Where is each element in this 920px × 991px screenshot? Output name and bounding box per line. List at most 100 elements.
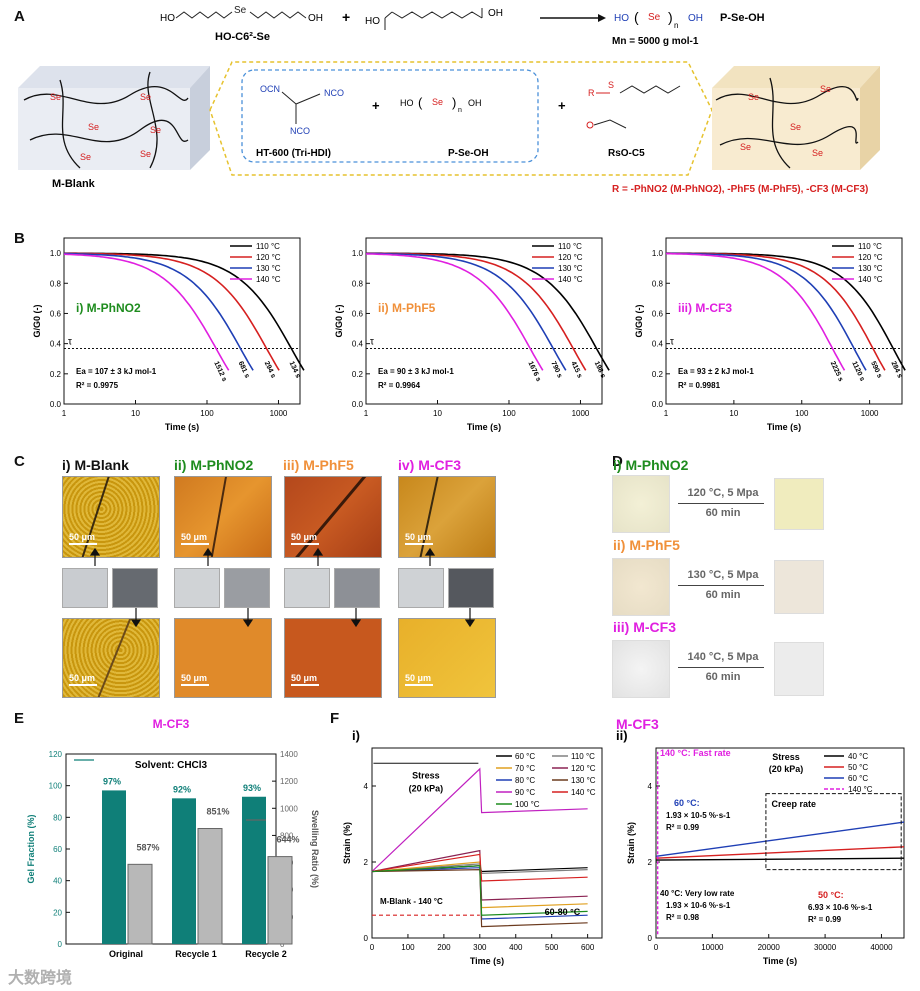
plus-sign-3: +: [558, 98, 566, 113]
stress-label: Stress: [772, 752, 800, 762]
y-tick-label: 1.0: [652, 249, 664, 258]
y-tick-label: 4: [648, 782, 653, 791]
tau-label: τ: [68, 336, 72, 347]
x-tick-label: 30000: [814, 943, 837, 952]
legend-label: 90 °C: [515, 788, 535, 797]
svg-text:OCN: OCN: [260, 84, 280, 94]
svg-text:Se: Se: [88, 122, 99, 132]
svg-text:Se: Se: [748, 92, 759, 102]
swelling-ratio-bar: [267, 856, 293, 945]
arrow-phno2: [678, 503, 764, 504]
panel-f-title: M-CF3: [616, 716, 659, 732]
y-axis-label: G/G0 (-): [634, 304, 644, 337]
pseoh-structure: HO ( Se ) n OH: [400, 95, 482, 114]
rso-label: RsO-C5: [608, 148, 645, 159]
legend-label: 120 °C: [571, 764, 596, 773]
scale-bar: 50 μm: [181, 673, 209, 686]
rate-50-title: 50 °C:: [818, 890, 844, 900]
micrograph-blank-before: 50 μm: [62, 476, 160, 558]
y-tick-label: 0.8: [50, 279, 62, 288]
r2-label: R² = 0.9981: [678, 381, 721, 390]
x-axis-label: Time (s): [165, 422, 199, 432]
gel-fraction-value: 93%: [243, 783, 261, 793]
gel-fraction-value: 92%: [173, 784, 191, 794]
strain-curve: [371, 853, 588, 882]
category-label: Recycle 2: [245, 949, 287, 959]
x-tick-label: 100: [200, 409, 214, 418]
micrograph-cf3-before: 50 μm: [398, 476, 496, 558]
svg-text:OH: OH: [688, 13, 703, 24]
x-tick-label: 1000: [270, 409, 288, 418]
y-tick-label: 0.8: [352, 279, 364, 288]
stress-label: Stress: [412, 770, 440, 780]
x-tick-label: 1: [62, 409, 67, 418]
legend-label: 140 °C: [256, 275, 281, 284]
y-axis-label-right: Swelling Ratio (%): [310, 810, 320, 888]
svg-text:HO: HO: [160, 13, 175, 24]
x-tick-label: 10: [433, 409, 442, 418]
product-cube: Se Se Se Se Se: [712, 66, 880, 170]
x-tick-label: 0: [654, 943, 659, 952]
micrograph-cf3-after: 50 μm: [398, 618, 496, 698]
rate-60-r2: R² = 0.99: [666, 823, 700, 832]
micrograph-phno2-before: 50 μm: [174, 476, 272, 558]
legend-label: 60 °C: [848, 774, 868, 783]
y-tick-label: 0.2: [352, 370, 364, 379]
svg-text:(: (: [634, 9, 639, 25]
panel-f-letter: F: [330, 710, 340, 727]
swelling-ratio-bar: [197, 828, 223, 945]
y-tick-label-left: 80: [53, 813, 62, 822]
gel-fraction-bar: [172, 798, 196, 944]
x-tick-label: 400: [509, 943, 523, 952]
y-tick-label-right: 1200: [280, 777, 298, 786]
y-tick-label: 0.6: [652, 309, 664, 318]
y-tick-label-left: 60: [53, 845, 62, 854]
y-tick-label: 0: [364, 934, 369, 943]
svg-text:Se: Se: [80, 152, 91, 162]
swelling-ratio-value: 851%: [206, 807, 229, 817]
plus-sign-1: +: [342, 9, 350, 25]
scale-bar: 50 μm: [405, 532, 433, 545]
relaxation-curve-2: [366, 252, 567, 371]
legend-label: 110 °C: [558, 242, 582, 251]
plot-frame: [371, 747, 603, 939]
y-tick-label: 0.6: [50, 309, 62, 318]
x-tick-label: 0: [370, 943, 375, 952]
m-blank-cube: Se Se Se Se Se Se: [18, 66, 210, 170]
scale-bar: 50 μm: [291, 673, 319, 686]
chip-cf3-1: [398, 568, 444, 608]
y-axis-label: G/G0 (-): [334, 304, 344, 337]
gel-fraction-bar: [242, 796, 266, 944]
svg-text:NCO: NCO: [324, 88, 344, 98]
ea-label: Ea = 93 ± 2 kJ mol-1: [678, 367, 754, 376]
category-label: Original: [109, 949, 143, 959]
legend-label: 140 °C: [858, 275, 883, 284]
arrow-phf5: [678, 585, 764, 586]
panel-c-letter: C: [14, 453, 25, 470]
legend-label: 60 °C: [515, 752, 535, 761]
y-axis-label: G/G0 (-): [32, 304, 42, 337]
subpanel-label: ii): [616, 730, 628, 743]
fast-rate-label: 140 °C: Fast rate: [660, 748, 731, 758]
stress-value: (20 kPa): [409, 784, 444, 794]
y-tick-label: 0.4: [352, 340, 364, 349]
svg-text:n: n: [674, 21, 678, 30]
y-tick-label: 0.0: [50, 400, 62, 409]
svg-text:OH: OH: [488, 8, 503, 19]
time-phno2: 60 min: [705, 507, 741, 519]
sebacic-acid-structure: HO OH: [365, 8, 503, 30]
r2-label: R² = 0.9964: [378, 381, 421, 390]
relaxation-curve-1: [64, 252, 280, 371]
svg-text:Se: Se: [150, 125, 161, 135]
x-tick-label: 100: [401, 943, 415, 952]
legend-label: 70 °C: [515, 764, 535, 773]
relaxation-curve-3: [366, 253, 544, 371]
plot-frame: [365, 237, 603, 405]
reactant-1-structure: HO Se OH: [160, 5, 323, 24]
micrograph-phno2-after: 50 μm: [174, 618, 272, 698]
svg-text:OH: OH: [468, 98, 482, 108]
x-tick-label: 100: [502, 409, 516, 418]
x-tick-label: 1: [664, 409, 669, 418]
x-tick-label: 40000: [870, 943, 893, 952]
